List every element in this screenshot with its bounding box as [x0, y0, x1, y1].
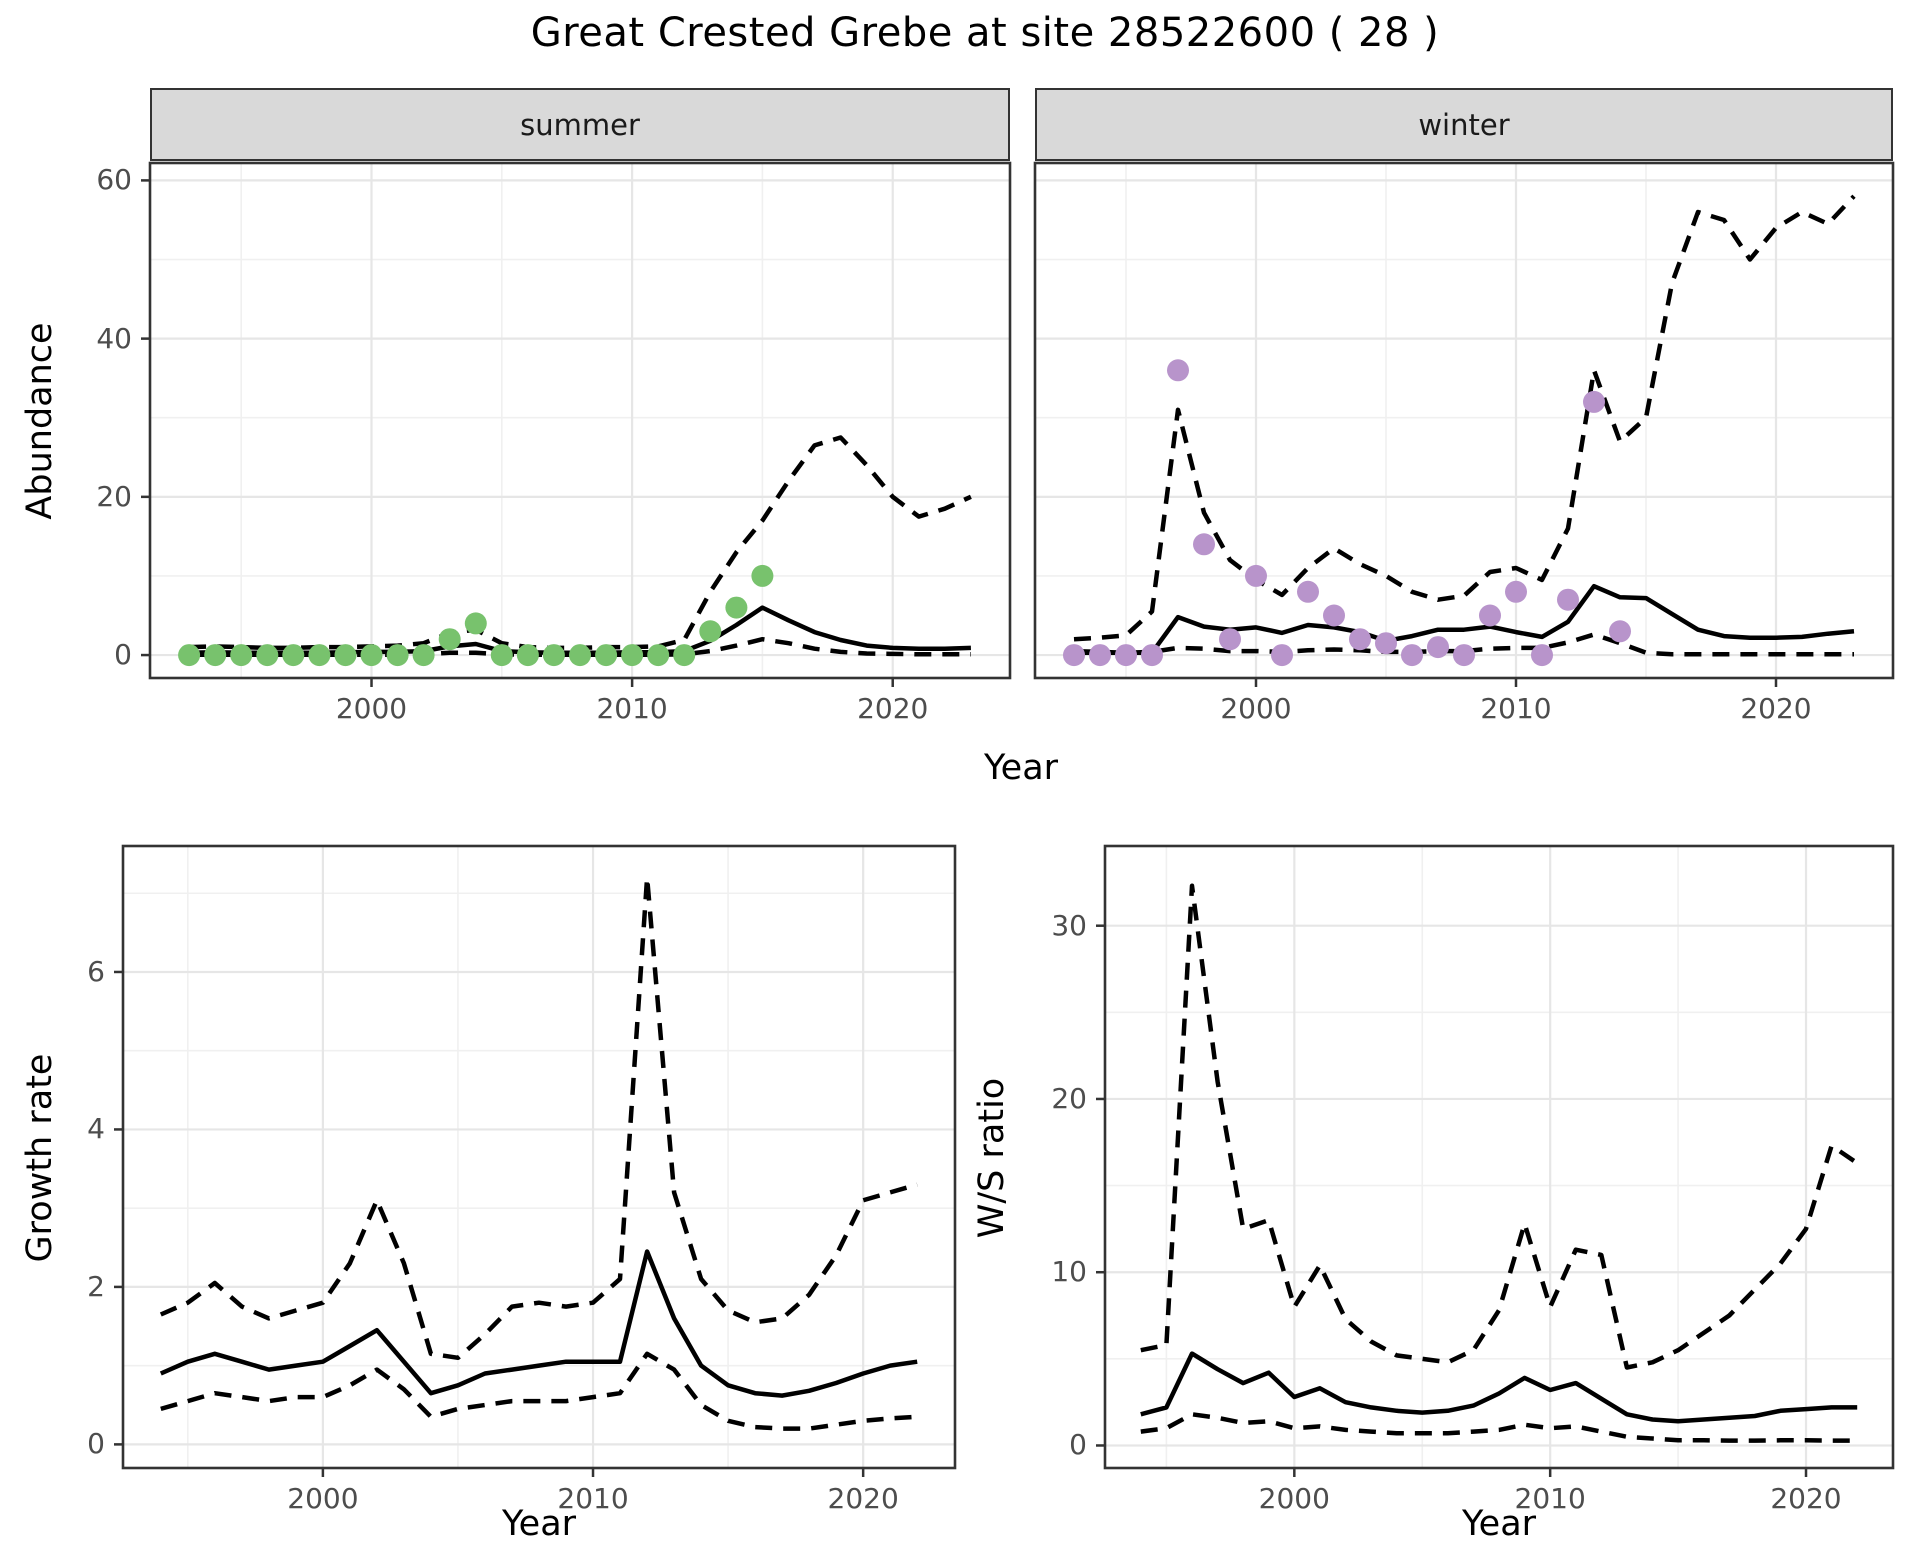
observation-point	[1453, 644, 1475, 667]
observation-point	[1193, 533, 1215, 556]
observation-point	[1297, 580, 1319, 603]
observation-point	[542, 644, 565, 667]
abundance-axis-title: Abundance	[20, 322, 60, 520]
lower-ci-line	[1140, 1412, 1858, 1443]
median-line	[1073, 583, 1855, 655]
x-tick-label: 2000	[1220, 692, 1292, 725]
y-tick-label: 40	[96, 321, 132, 355]
observation-point	[1505, 580, 1527, 603]
observation-point	[647, 644, 670, 667]
growth-rate-panel	[114, 844, 957, 1477]
x-tick-label: 2020	[857, 692, 929, 725]
ws-ratio-axis-title: W/S ratio	[972, 1077, 1012, 1239]
shared-year-axis-title: Year	[983, 748, 1059, 788]
observation-point	[386, 644, 409, 667]
observation-point	[282, 644, 305, 667]
upper-ci-line	[189, 435, 972, 651]
observation-point	[1089, 644, 1111, 667]
observation-point	[1167, 359, 1189, 382]
observation-point	[1115, 644, 1137, 667]
winter-abundance-panel	[1033, 161, 1895, 687]
observation-point	[178, 644, 201, 667]
facet-strip-winter: winter	[1035, 88, 1893, 161]
lower-ci-line	[189, 636, 971, 657]
ws-ratio-panel	[1096, 844, 1895, 1477]
observation-point	[464, 612, 487, 635]
observation-point	[1479, 604, 1501, 627]
panel-border	[1103, 844, 1895, 1470]
observation-point	[621, 644, 644, 667]
observation-point	[1245, 564, 1267, 587]
observation-point	[1557, 588, 1579, 611]
observation-point	[204, 644, 227, 667]
observation-point	[308, 644, 331, 667]
x-tick-label: 2000	[287, 1482, 359, 1515]
observation-point	[490, 644, 513, 667]
chart-title: Great Crested Grebe at site 28522600 ( 2…	[530, 10, 1440, 56]
x-tick-label: 2010	[557, 1482, 629, 1515]
observation-point	[1583, 390, 1605, 413]
observation-point	[1063, 644, 1085, 667]
observation-point	[1219, 628, 1241, 651]
observation-point	[412, 644, 435, 667]
y-tick-label: 4	[87, 1112, 105, 1146]
x-tick-label: 2000	[1258, 1482, 1330, 1515]
observation-point	[1349, 628, 1371, 651]
y-tick-label: 20	[96, 479, 132, 513]
x-tick-label: 2020	[827, 1482, 899, 1515]
observation-point	[569, 644, 591, 667]
y-tick-label: 30	[1051, 908, 1087, 942]
observation-point	[334, 644, 357, 667]
ws-year-axis-title: Year	[1461, 1504, 1537, 1544]
observation-point	[595, 644, 618, 667]
x-tick-label: 2020	[1770, 1482, 1842, 1515]
summer-abundance-panel	[141, 161, 1012, 687]
observation-point	[438, 628, 461, 651]
panel-border	[121, 844, 957, 1470]
lower-ci-line	[160, 1351, 918, 1431]
observation-point	[751, 564, 774, 587]
upper-ci-line	[1073, 194, 1856, 642]
observation-point	[360, 644, 383, 667]
x-tick-label: 2010	[1514, 1482, 1586, 1515]
y-tick-label: 0	[87, 1427, 105, 1461]
y-tick-label: 0	[1069, 1428, 1087, 1462]
panel-border	[148, 161, 1012, 680]
median-line	[1140, 1351, 1858, 1424]
panel-border	[1033, 161, 1895, 680]
observation-point	[1609, 620, 1631, 643]
observation-point	[230, 644, 253, 667]
x-tick-label: 2010	[1480, 692, 1552, 725]
observation-point	[1401, 644, 1423, 667]
x-tick-label: 2000	[335, 692, 408, 725]
observation-point	[1271, 644, 1293, 667]
observation-point	[516, 644, 539, 667]
upper-ci-line	[159, 875, 918, 1361]
y-tick-label: 20	[1051, 1081, 1087, 1115]
observation-point	[1531, 644, 1553, 667]
x-tick-label: 2020	[1740, 692, 1812, 725]
observation-point	[1375, 632, 1397, 655]
lower-ci-line	[1074, 632, 1854, 657]
observation-point	[1323, 604, 1345, 627]
facet-strip-summer: summer	[150, 88, 1010, 161]
observation-point	[1427, 636, 1449, 659]
median-line	[159, 1249, 918, 1398]
observation-point	[725, 596, 748, 619]
growth-year-axis-title: Year	[501, 1504, 577, 1544]
observation-point	[673, 644, 696, 667]
y-tick-label: 10	[1051, 1255, 1087, 1289]
upper-ci-line	[1140, 883, 1859, 1370]
y-tick-label: 6	[87, 954, 105, 988]
observation-point	[256, 644, 279, 667]
x-tick-label: 2010	[596, 692, 668, 725]
y-tick-label: 2	[87, 1269, 105, 1303]
y-tick-label: 0	[114, 638, 132, 672]
observation-point	[699, 620, 722, 643]
observation-point	[1141, 644, 1163, 667]
y-tick-label: 60	[96, 163, 132, 197]
